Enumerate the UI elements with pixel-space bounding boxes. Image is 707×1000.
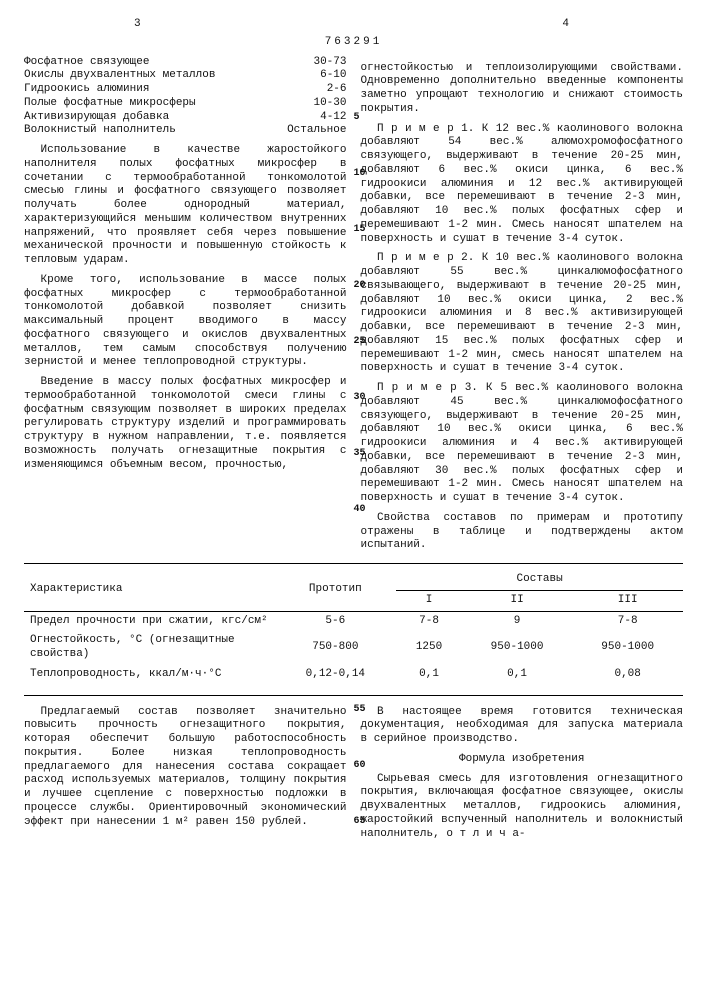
- cell: 0,08: [572, 665, 683, 685]
- th-prototype: Прототип: [274, 570, 396, 611]
- table-top-rule: [24, 563, 683, 564]
- cell: 7-8: [572, 611, 683, 631]
- comp-value: 2-6: [327, 83, 347, 97]
- comp-value: 6-10: [320, 69, 346, 83]
- page-number-right: 4: [562, 18, 573, 32]
- composition-row: Полые фосфатные микросферы 10-30: [24, 97, 347, 111]
- comp-label: Гидроокись алюминия: [24, 83, 149, 97]
- line-num: 55: [354, 704, 366, 717]
- cell: 7-8: [396, 611, 462, 631]
- line-num: 35: [354, 448, 366, 461]
- line-num: 30: [354, 392, 366, 405]
- formula-heading: Формула изобретения: [361, 753, 684, 767]
- cell: 1250: [396, 631, 462, 665]
- line-num: 10: [354, 168, 366, 181]
- comp-value: 10-30: [313, 97, 346, 111]
- comp-label: Волокнистый наполнитель: [24, 124, 176, 138]
- line-num: 65: [354, 816, 366, 829]
- cell: 950-1000: [572, 631, 683, 665]
- composition-row: Активизирующая добавка 4-12: [24, 111, 347, 125]
- table-row: Теплопроводность, ккал/м·ч·°С 0,12-0,14 …: [24, 665, 683, 685]
- left-column-bottom: Предлагаемый состав позволяет значительн…: [24, 700, 347, 848]
- cell: 9: [462, 611, 573, 631]
- paragraph: П р и м е р 3. К 5 вес.% каолинового вол…: [361, 382, 684, 506]
- table-row: Огнестойкость, °С (огнезащитные свойства…: [24, 631, 683, 665]
- line-num: 20: [354, 280, 366, 293]
- comp-value: Остальное: [287, 124, 346, 138]
- paragraph: Кроме того, использование в массе полых …: [24, 274, 347, 370]
- line-num: 25: [354, 336, 366, 349]
- comp-label: Фосфатное связующее: [24, 56, 149, 70]
- paragraph: П р и м е р 2. К 10 вес.% каолинового во…: [361, 252, 684, 376]
- cell: 0,12-0,14: [274, 665, 396, 685]
- table-bottom-rule: [24, 695, 683, 696]
- cell: 0,1: [396, 665, 462, 685]
- row-label: Огнестойкость, °С (огнезащитные свойства…: [24, 631, 274, 665]
- cell: 750-800: [274, 631, 396, 665]
- characteristics-table: Характеристика Прототип Составы I II III…: [24, 570, 683, 685]
- line-num: 60: [354, 760, 366, 773]
- th-col-3: III: [572, 590, 683, 611]
- composition-row: Волокнистый наполнитель Остальное: [24, 124, 347, 138]
- th-col-2: II: [462, 590, 573, 611]
- line-num: 40: [354, 504, 366, 517]
- paragraph: Предлагаемый состав позволяет значительн…: [24, 706, 347, 830]
- th-col-1: I: [396, 590, 462, 611]
- page-number-left: 3: [134, 18, 145, 32]
- right-column-bottom: В настоящее время готовится техническая …: [361, 700, 684, 848]
- composition-row: Гидроокись алюминия 2-6: [24, 83, 347, 97]
- line-num: 5: [354, 112, 360, 125]
- composition-row: Фосфатное связующее 30-73: [24, 56, 347, 70]
- paragraph: Свойства составов по примерам и прототип…: [361, 512, 684, 553]
- th-compositions: Составы: [396, 570, 683, 590]
- paragraph: В настоящее время готовится техническая …: [361, 706, 684, 747]
- table-row: Предел прочности при сжатии, кгс/см² 5-6…: [24, 611, 683, 631]
- left-column: Фосфатное связующее 30-73 Окислы двухвал…: [24, 56, 347, 560]
- th-characteristic: Характеристика: [24, 570, 274, 611]
- paragraph: Введение в массу полых фосфатных микросф…: [24, 376, 347, 472]
- composition-row: Окислы двухвалентных металлов 6-10: [24, 69, 347, 83]
- row-label: Теплопроводность, ккал/м·ч·°С: [24, 665, 274, 685]
- cell: 950-1000: [462, 631, 573, 665]
- comp-label: Окислы двухвалентных металлов: [24, 69, 215, 83]
- upper-columns: 5 10 15 20 25 30 35 40 Фосфатное связующ…: [24, 56, 683, 560]
- row-label: Предел прочности при сжатии, кгс/см²: [24, 611, 274, 631]
- paragraph: огнестойкостью и теплоизолирующими свойс…: [361, 62, 684, 117]
- cell: 0,1: [462, 665, 573, 685]
- comp-label: Полые фосфатные микросферы: [24, 97, 196, 111]
- right-column: огнестойкостью и теплоизолирующими свойс…: [361, 56, 684, 560]
- paragraph: Сырьевая смесь для изготовления огнезащи…: [361, 773, 684, 842]
- comp-value: 30-73: [313, 56, 346, 70]
- lower-columns: 55 60 65 Предлагаемый состав позволяет з…: [24, 700, 683, 848]
- paragraph: Использование в качестве жаростойкого на…: [24, 144, 347, 268]
- line-num: 15: [354, 224, 366, 237]
- paragraph: П р и м е р 1. К 12 вес.% каолинового во…: [361, 123, 684, 247]
- cell: 5-6: [274, 611, 396, 631]
- comp-label: Активизирующая добавка: [24, 111, 169, 125]
- comp-value: 4-12: [320, 111, 346, 125]
- document-number: 763291: [24, 36, 683, 50]
